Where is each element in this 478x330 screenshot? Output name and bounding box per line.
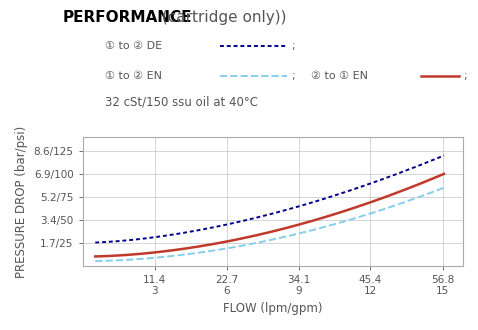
Text: ;: ; — [292, 71, 295, 81]
Text: ;: ; — [292, 41, 295, 51]
Text: ;: ; — [464, 71, 467, 81]
Text: (cartridge only)): (cartridge only)) — [157, 10, 286, 25]
Text: PERFORMANCE: PERFORMANCE — [62, 10, 192, 25]
Text: 32 cSt/150 ssu oil at 40°C: 32 cSt/150 ssu oil at 40°C — [105, 96, 258, 109]
Text: ① to ② EN: ① to ② EN — [105, 71, 162, 81]
Text: ② to ① EN: ② to ① EN — [311, 71, 368, 81]
Y-axis label: PRESSURE DROP (bar/psi): PRESSURE DROP (bar/psi) — [15, 125, 28, 278]
Text: ① to ② DE: ① to ② DE — [105, 41, 163, 51]
X-axis label: FLOW (lpm/gpm): FLOW (lpm/gpm) — [223, 302, 323, 315]
